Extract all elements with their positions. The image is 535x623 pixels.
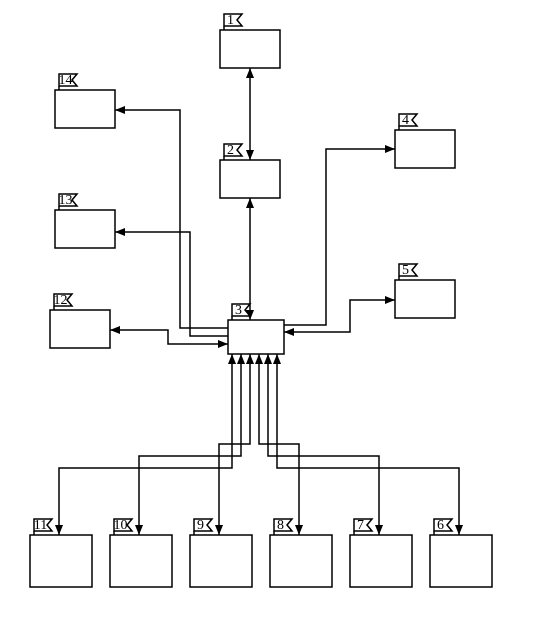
node-label-b1: 1: [227, 13, 234, 28]
node-label-b4: 4: [402, 113, 409, 128]
node-label-b14: 14: [59, 73, 73, 88]
node-b5: 5: [395, 263, 455, 318]
e-1-2: [246, 68, 254, 160]
node-label-b2: 2: [227, 143, 234, 158]
node-label-b9: 9: [197, 518, 204, 533]
node-label-b7: 7: [357, 518, 364, 533]
e-3-12: [110, 326, 228, 348]
e-5-3: [284, 296, 395, 336]
e-3-11: [55, 354, 236, 535]
node-label-b11: 11: [34, 518, 47, 533]
node-label-b13: 13: [59, 193, 73, 208]
diagram-canvas: 1234512131411109876: [0, 0, 535, 623]
e-3-13: [115, 228, 228, 336]
node-b1: 1: [220, 13, 280, 68]
node-b3: 3: [228, 303, 284, 354]
node-label-b6: 6: [437, 518, 444, 533]
node-b12: 12: [50, 293, 110, 348]
node-label-b5: 5: [402, 263, 409, 278]
e-3-4: [284, 145, 395, 325]
node-b4: 4: [395, 113, 455, 168]
node-b13: 13: [55, 193, 115, 248]
node-label-b10: 10: [114, 518, 128, 533]
e-3-6: [273, 354, 463, 535]
boxes-layer: 1234512131411109876: [30, 13, 492, 587]
node-b14: 14: [55, 73, 115, 128]
e-2-3: [246, 198, 254, 320]
node-label-b3: 3: [235, 303, 242, 318]
node-label-b8: 8: [277, 518, 284, 533]
e-3-9: [215, 354, 254, 535]
e-3-14: [115, 106, 228, 328]
e-3-8: [255, 354, 303, 535]
node-label-b12: 12: [54, 293, 68, 308]
